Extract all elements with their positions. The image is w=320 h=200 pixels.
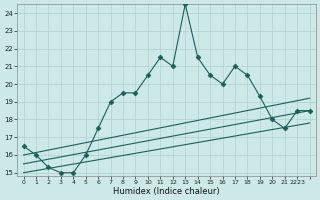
X-axis label: Humidex (Indice chaleur): Humidex (Indice chaleur) <box>113 187 220 196</box>
